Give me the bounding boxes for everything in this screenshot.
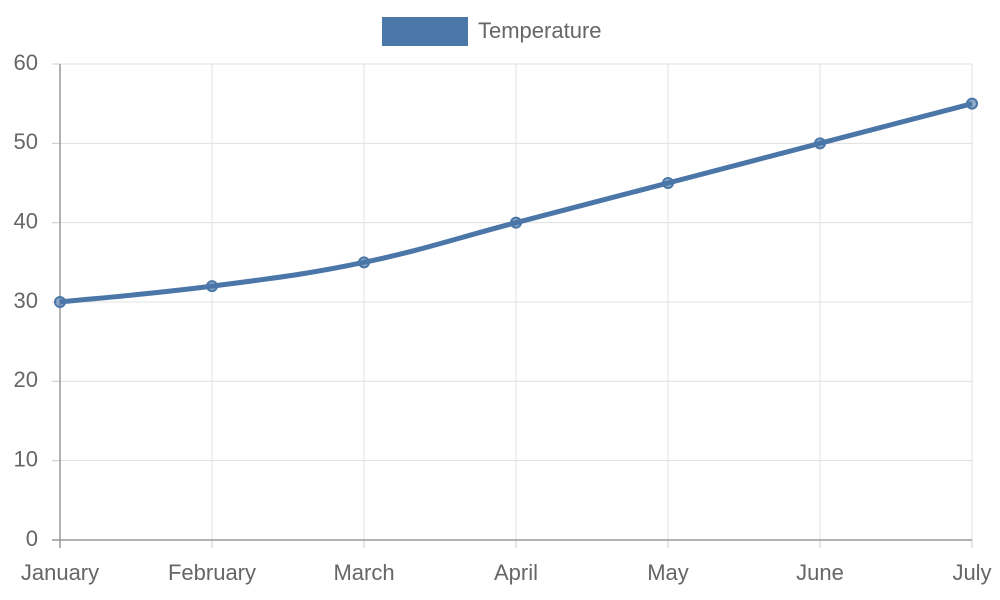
y-tick-label: 60 xyxy=(14,50,38,75)
y-tick-label: 40 xyxy=(14,208,38,233)
y-tick-label: 10 xyxy=(14,446,38,471)
data-point xyxy=(358,256,370,269)
legend-swatch xyxy=(382,17,468,46)
legend-label: Temperature xyxy=(478,18,602,43)
data-point xyxy=(966,97,978,110)
x-tick-label: May xyxy=(647,560,689,585)
x-tick-label: June xyxy=(796,560,844,585)
y-tick-label: 50 xyxy=(14,129,38,154)
y-tick-label: 30 xyxy=(14,288,38,313)
data-point xyxy=(662,177,674,189)
x-tick-label: January xyxy=(21,560,99,585)
y-tick-label: 20 xyxy=(14,367,38,392)
x-tick-label: July xyxy=(952,560,991,585)
data-point xyxy=(510,216,522,229)
data-point xyxy=(814,137,826,150)
x-tick-label: April xyxy=(494,560,538,585)
y-tick-label: 0 xyxy=(26,526,38,551)
x-tick-label: March xyxy=(333,560,394,585)
data-point xyxy=(206,280,218,293)
data-point xyxy=(54,296,66,308)
x-tick-label: February xyxy=(168,560,256,585)
